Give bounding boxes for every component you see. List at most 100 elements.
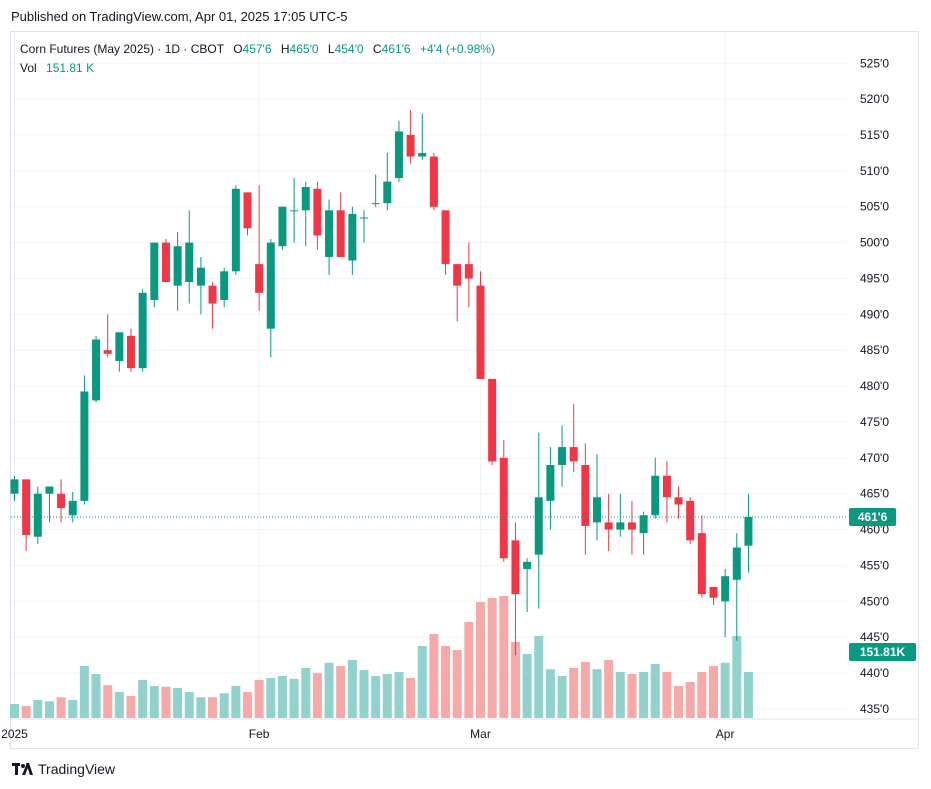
candle-body (674, 497, 683, 505)
candle-body (22, 479, 31, 535)
candle-body (185, 242, 194, 283)
candle-body (360, 217, 368, 219)
tradingview-brand[interactable]: TradingView (12, 761, 115, 777)
legend-open-label: O (233, 42, 243, 56)
candle-body (709, 586, 718, 598)
volume-bar (324, 662, 334, 718)
volume-bar (569, 668, 579, 718)
candle-body (150, 242, 159, 300)
candle-body (441, 210, 450, 265)
candle-body (243, 192, 252, 229)
candle-body (68, 500, 77, 516)
volume-bar (254, 680, 264, 718)
volume-bar (103, 685, 113, 718)
candle-body (511, 540, 520, 595)
volume-bar (487, 598, 497, 718)
candle-body (499, 457, 508, 559)
volume-bars (10, 596, 753, 718)
volume-bar (173, 688, 183, 718)
price-markers: 461'6 151.81K (11, 508, 916, 661)
price-tick-label: 455'0 (860, 558, 889, 572)
volume-bar (534, 636, 544, 718)
candle-body (627, 522, 636, 530)
candle-body (721, 576, 730, 602)
volume-bar (347, 660, 357, 718)
candle-body (732, 547, 741, 580)
candle-body (325, 210, 334, 257)
brand-name: TradingView (38, 761, 116, 777)
volume-bar (522, 654, 532, 718)
volume-bar (441, 646, 451, 718)
volume-bar (359, 670, 369, 718)
volume-bar (417, 646, 427, 718)
price-tick-label: 510'0 (860, 164, 889, 178)
candle-body (313, 188, 322, 236)
volume-bar (662, 672, 672, 718)
volume-bar (208, 697, 218, 718)
volume-bar (406, 678, 416, 718)
volume-bar (312, 673, 322, 718)
volume-bar (557, 676, 567, 718)
candle-body (616, 522, 625, 530)
volume-bar (650, 664, 660, 718)
candle-body (196, 267, 205, 286)
volume-bar (68, 700, 78, 718)
volume-bar (44, 701, 54, 718)
volume-bar (231, 686, 241, 718)
candle-body (464, 264, 473, 279)
volume-bar (138, 680, 148, 718)
volume-bar (289, 678, 299, 718)
volume-bar (149, 686, 159, 718)
candle-body (57, 493, 66, 509)
candle-body (127, 335, 135, 369)
candle-body (278, 206, 287, 247)
volume-bar (743, 672, 753, 718)
candle-body (231, 188, 240, 272)
candle-body (534, 497, 543, 555)
price-tick-label: 475'0 (860, 415, 889, 429)
candle-body (639, 515, 648, 534)
legend-volume-row: Vol 151.81 K (20, 59, 495, 78)
volume-bar (243, 692, 252, 718)
volume-bar (545, 669, 555, 718)
price-tick-label: 445'0 (860, 630, 889, 644)
candle-body (220, 271, 229, 300)
volume-bar (580, 662, 590, 718)
legend-low-label: L (327, 42, 335, 56)
candle-body (453, 264, 462, 286)
candle-body (103, 350, 112, 354)
candle-body (662, 475, 671, 498)
candle-body (10, 479, 19, 494)
candle-body (336, 210, 345, 257)
legend-symbol: Corn Futures (May 2025) · 1D · CBOT (20, 42, 224, 56)
price-tick-label: 435'0 (860, 702, 889, 716)
candle-body (569, 447, 578, 462)
volume-bar (674, 686, 684, 718)
candle-body (604, 522, 613, 530)
candle-body (558, 447, 567, 465)
price-tick-label: 525'0 (860, 56, 889, 70)
price-tick-label: 520'0 (860, 92, 889, 106)
volume-bar (709, 666, 718, 718)
last-price-badge (849, 508, 896, 527)
time-tick-label: Apr (716, 727, 735, 741)
candle-body (173, 246, 182, 286)
candle-body (394, 131, 403, 179)
price-tick-label: 485'0 (860, 343, 889, 357)
candle-body (255, 264, 264, 293)
volume-bar (184, 692, 194, 718)
candle-body (651, 475, 660, 516)
grid-lines (11, 32, 846, 718)
volume-bar (336, 666, 346, 718)
volume-bar (10, 704, 19, 718)
volume-bar (301, 668, 311, 718)
volume-bar (161, 686, 171, 718)
volume-bar (429, 634, 439, 718)
legend-open-value: 457'6 (242, 42, 272, 56)
candle-body (523, 561, 532, 570)
tradingview-logo-icon (12, 763, 33, 775)
last-volume-badge (849, 643, 916, 661)
candle-body (406, 135, 415, 157)
time-axis: 2025 Feb Mar Apr (1, 718, 918, 741)
